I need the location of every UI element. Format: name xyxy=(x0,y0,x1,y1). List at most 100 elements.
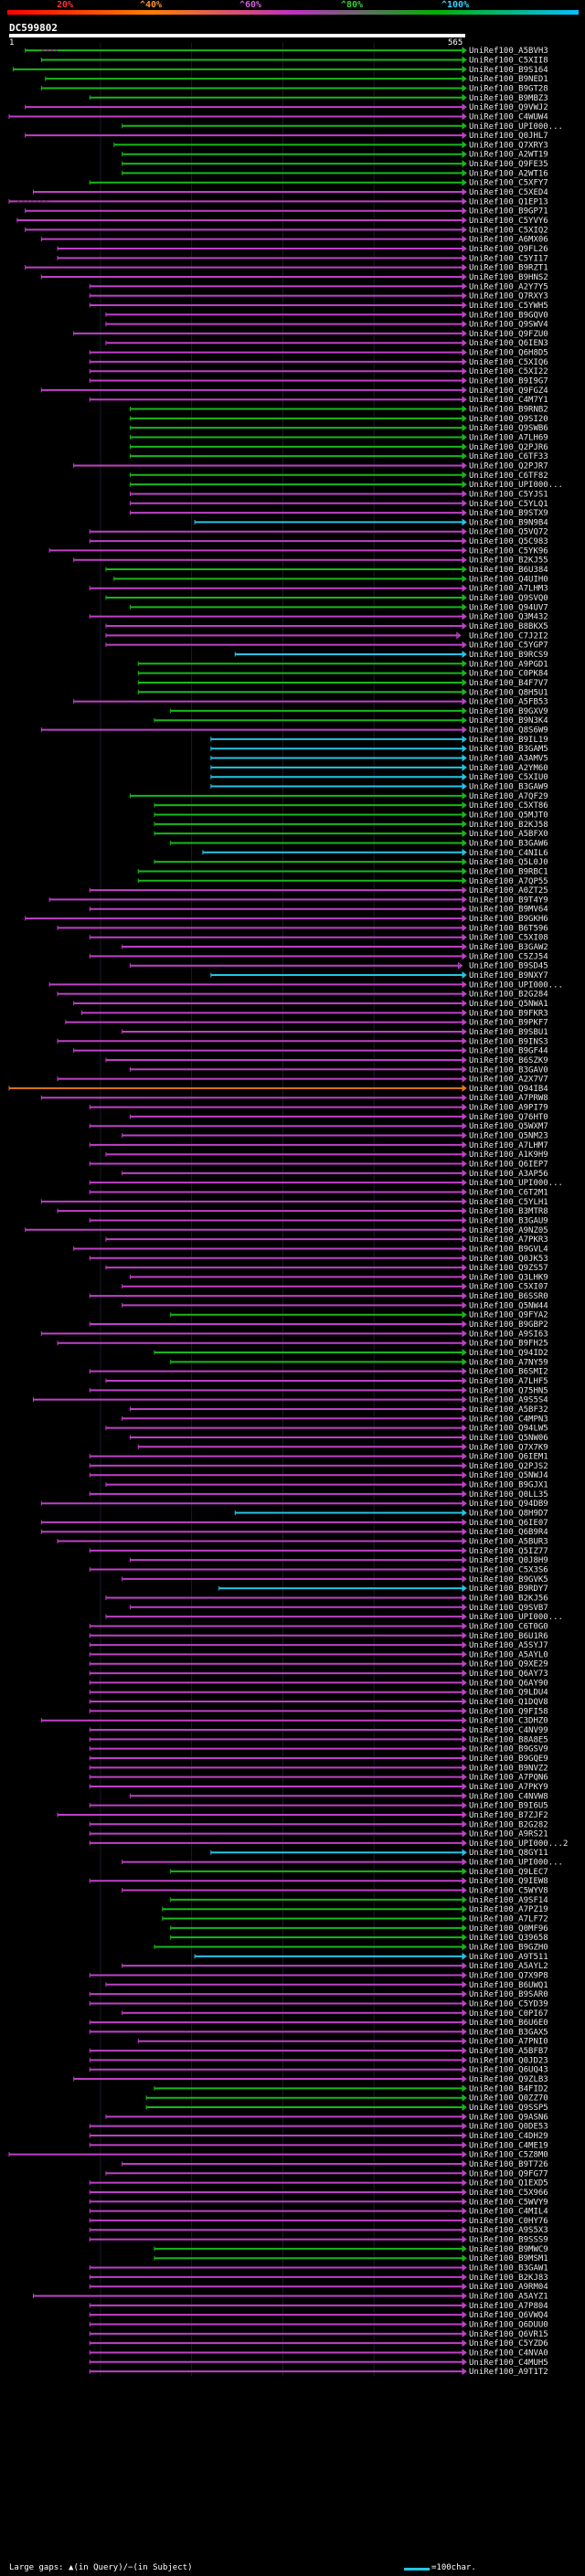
hit-row[interactable]: UniRef100_UPI000... xyxy=(105,1613,563,1622)
hit-row[interactable]: UniRef100_A2X7V7 xyxy=(57,1075,548,1085)
hit-row[interactable]: UniRef100_A5SYJ7 xyxy=(89,1641,548,1650)
hit-row[interactable]: UniRef100_B3GAV0 xyxy=(129,1065,548,1075)
hit-row[interactable]: UniRef100_A9RS21 xyxy=(89,1829,548,1839)
hit-row[interactable]: UniRef100_Q8H9D7 xyxy=(234,1509,548,1519)
hit-row[interactable]: UniRef100_Q5IZ77 xyxy=(89,1546,548,1556)
hit-row[interactable]: UniRef100_C0PK84 xyxy=(137,669,548,679)
hit-row[interactable]: UniRef100_A2Y7Y5 xyxy=(89,282,548,292)
hit-row[interactable]: UniRef100_Q5C983 xyxy=(89,537,548,546)
hit-row[interactable]: UniRef100_Q94UV7 xyxy=(129,603,548,612)
hit-row[interactable]: UniRef100_Q9SWV4 xyxy=(105,320,548,330)
hit-row[interactable]: UniRef100_A5BUR3 xyxy=(57,1537,548,1547)
hit-row[interactable]: UniRef100_Q0JHL7 xyxy=(25,132,548,141)
hit-row[interactable]: UniRef100_C5WVY9 xyxy=(89,2198,548,2207)
hit-row[interactable]: UniRef100_Q6B9R4 xyxy=(40,1528,548,1537)
hit-row[interactable]: UniRef100_B9INS3 xyxy=(57,1037,548,1046)
hit-row[interactable]: UniRef100_A9S5S4 xyxy=(32,1395,548,1405)
hit-row[interactable]: UniRef100_B9N3K4 xyxy=(154,716,548,726)
hit-row[interactable]: UniRef100_A3AP56 xyxy=(122,1169,548,1179)
hit-row[interactable]: UniRef100_B9STX9 xyxy=(129,509,548,518)
hit-row[interactable]: UniRef100_C3DHZ0 xyxy=(40,1716,548,1726)
hit-row[interactable]: UniRef100_C4NIL6 xyxy=(202,848,548,858)
hit-row[interactable]: UniRef100_Q6UQ43 xyxy=(89,2065,548,2075)
hit-row[interactable]: UniRef100_B6U384 xyxy=(105,566,548,575)
hit-row[interactable]: UniRef100_Q0LL35 xyxy=(89,1489,548,1500)
hit-row[interactable]: UniRef100_Q5L0J0 xyxy=(154,858,548,867)
hit-row[interactable]: UniRef100_C5YD39 xyxy=(89,1999,548,2009)
hit-row[interactable]: UniRef100_C4WUW4 xyxy=(8,112,548,122)
hit-row[interactable]: UniRef100_B9RZT1 xyxy=(25,263,548,273)
hit-row[interactable]: UniRef100_B9I9G7 xyxy=(89,376,548,387)
hit-row[interactable]: UniRef100_B3GAM5 xyxy=(210,745,548,754)
hit-row[interactable]: UniRef100_A7PNI0 xyxy=(137,2037,548,2047)
hit-row[interactable]: UniRef100_A7LHF5 xyxy=(105,1376,548,1386)
hit-row[interactable]: UniRef100_Q9SI20 xyxy=(129,414,548,424)
hit-row[interactable]: UniRef100_B2G282 xyxy=(89,1820,548,1829)
hit-row[interactable]: UniRef100_C5YK96 xyxy=(48,546,548,556)
hit-row[interactable]: UniRef100_Q8GY11 xyxy=(210,1849,548,1858)
hit-row[interactable]: UniRef100_UPI000... xyxy=(89,1179,563,1188)
hit-row[interactable]: UniRef100_B9GBP2 xyxy=(89,1320,548,1330)
hit-row[interactable]: UniRef100_Q6IEM1 xyxy=(89,1452,548,1462)
hit-row[interactable]: UniRef100_B4F7V7 xyxy=(137,678,548,688)
hit-row[interactable]: UniRef100_Q3M432 xyxy=(89,612,548,622)
hit-row[interactable]: UniRef100_A7PZ19 xyxy=(162,1905,548,1914)
hit-row[interactable]: UniRef100_C5XI22 xyxy=(89,367,548,376)
hit-row[interactable]: UniRef100_Q9IEW8 xyxy=(89,1877,548,1886)
hit-row[interactable]: UniRef100_A2WT16 xyxy=(122,169,548,178)
hit-row[interactable]: UniRef100_C4ME19 xyxy=(89,2141,548,2150)
hit-row[interactable]: UniRef100_B9I6U5 xyxy=(89,1801,548,1811)
hit-row[interactable]: UniRef100_Q6AY90 xyxy=(89,1679,548,1688)
hit-row[interactable]: UniRef100_B3GAW1 xyxy=(89,2263,548,2274)
hit-row[interactable]: UniRef100_B9IL19 xyxy=(210,735,548,745)
hit-row[interactable]: UniRef100_Q5NWA1 xyxy=(73,999,548,1009)
hit-row[interactable]: UniRef100_C5YWH5 xyxy=(89,301,548,311)
hit-row[interactable]: UniRef100_C4DH29 xyxy=(89,2131,548,2141)
hit-row[interactable]: UniRef100_C5YZD6 xyxy=(89,2339,548,2348)
hit-row[interactable]: UniRef100_A5BF32 xyxy=(129,1405,548,1415)
hit-row[interactable]: UniRef100_Q7X9P8 xyxy=(89,1971,548,1980)
hit-row[interactable]: UniRef100_Q9SVQ0 xyxy=(105,594,548,603)
hit-row[interactable]: UniRef100_C4MUH5 xyxy=(89,2358,548,2368)
hit-row[interactable]: UniRef100_A0ZT25 xyxy=(89,886,548,896)
hit-row[interactable]: UniRef100_A5BFX0 xyxy=(154,830,548,839)
hit-row[interactable]: UniRef100_B9RBC1 xyxy=(137,867,548,876)
hit-row[interactable]: UniRef100_A7QP55 xyxy=(137,876,548,886)
hit-row[interactable]: UniRef100_B9SAR0 xyxy=(89,1990,548,1999)
hit-row[interactable]: UniRef100_B9SSS9 xyxy=(89,2235,548,2245)
hit-row[interactable]: UniRef100_C5XED4 xyxy=(32,188,548,197)
hit-row[interactable]: UniRef100_C5YJS1 xyxy=(129,490,548,499)
hit-row[interactable]: UniRef100_B9GQE9 xyxy=(89,1754,548,1764)
hit-row[interactable]: UniRef100_B9HNS2 xyxy=(40,272,548,282)
hit-row[interactable]: UniRef100_A9SI63 xyxy=(40,1330,548,1339)
hit-row[interactable]: UniRef100_Q7X7K9 xyxy=(137,1443,548,1452)
hit-row[interactable]: UniRef100_B9RCS9 xyxy=(234,650,548,660)
hit-row[interactable]: UniRef100_C5XI08 xyxy=(89,933,548,943)
hit-row[interactable]: UniRef100_Q6IEP7 xyxy=(89,1160,548,1170)
hit-row[interactable]: UniRef100_C5X966 xyxy=(89,2188,548,2198)
hit-row[interactable]: UniRef100_UPI000... xyxy=(48,981,563,990)
hit-row[interactable]: UniRef100_Q6IE07 xyxy=(40,1518,548,1528)
hit-row[interactable]: UniRef100_B2KJ55 xyxy=(73,556,548,566)
hit-row[interactable]: UniRef100_Q75HN5 xyxy=(89,1386,548,1395)
hit-row[interactable]: UniRef100_Q9SVB7 xyxy=(129,1603,548,1613)
hit-row[interactable]: UniRef100_Q8H5U1 xyxy=(137,688,548,697)
hit-row[interactable]: UniRef100_Q7XRY3 xyxy=(113,141,548,150)
hit-row[interactable]: UniRef100_B6UWQ1 xyxy=(105,1980,548,1990)
hit-row[interactable]: UniRef100_Q6H8D5 xyxy=(89,348,548,358)
hit-row[interactable]: UniRef100_B9GJX1 xyxy=(105,1480,548,1490)
hit-row[interactable]: UniRef100_B9RNB2 xyxy=(129,405,548,415)
hit-row[interactable]: UniRef100_B9SBU1 xyxy=(122,1027,548,1037)
hit-row[interactable]: UniRef100_A9S5X3 xyxy=(89,2226,548,2235)
hit-row[interactable]: UniRef100_B4FID2 xyxy=(154,2084,548,2094)
hit-row[interactable]: UniRef100_A7PQN6 xyxy=(89,1773,548,1783)
hit-row[interactable]: UniRef100_B2KJ56 xyxy=(105,1594,548,1603)
hit-row[interactable]: UniRef100_B9RDY7 xyxy=(218,1585,548,1594)
hit-row[interactable]: UniRef100_B3GAW6 xyxy=(170,839,548,848)
hit-row[interactable]: UniRef100_Q94LW5 xyxy=(105,1424,548,1434)
hit-row[interactable]: UniRef100_C5XI07 xyxy=(122,1282,548,1292)
hit-row[interactable]: UniRef100_UPI000... xyxy=(122,122,563,132)
hit-row[interactable]: UniRef100_C4MPN3 xyxy=(122,1415,548,1424)
hit-row[interactable]: UniRef100_Q6VR15 xyxy=(89,2329,548,2339)
hit-row[interactable]: UniRef100_B9FKR3 xyxy=(80,1009,548,1018)
